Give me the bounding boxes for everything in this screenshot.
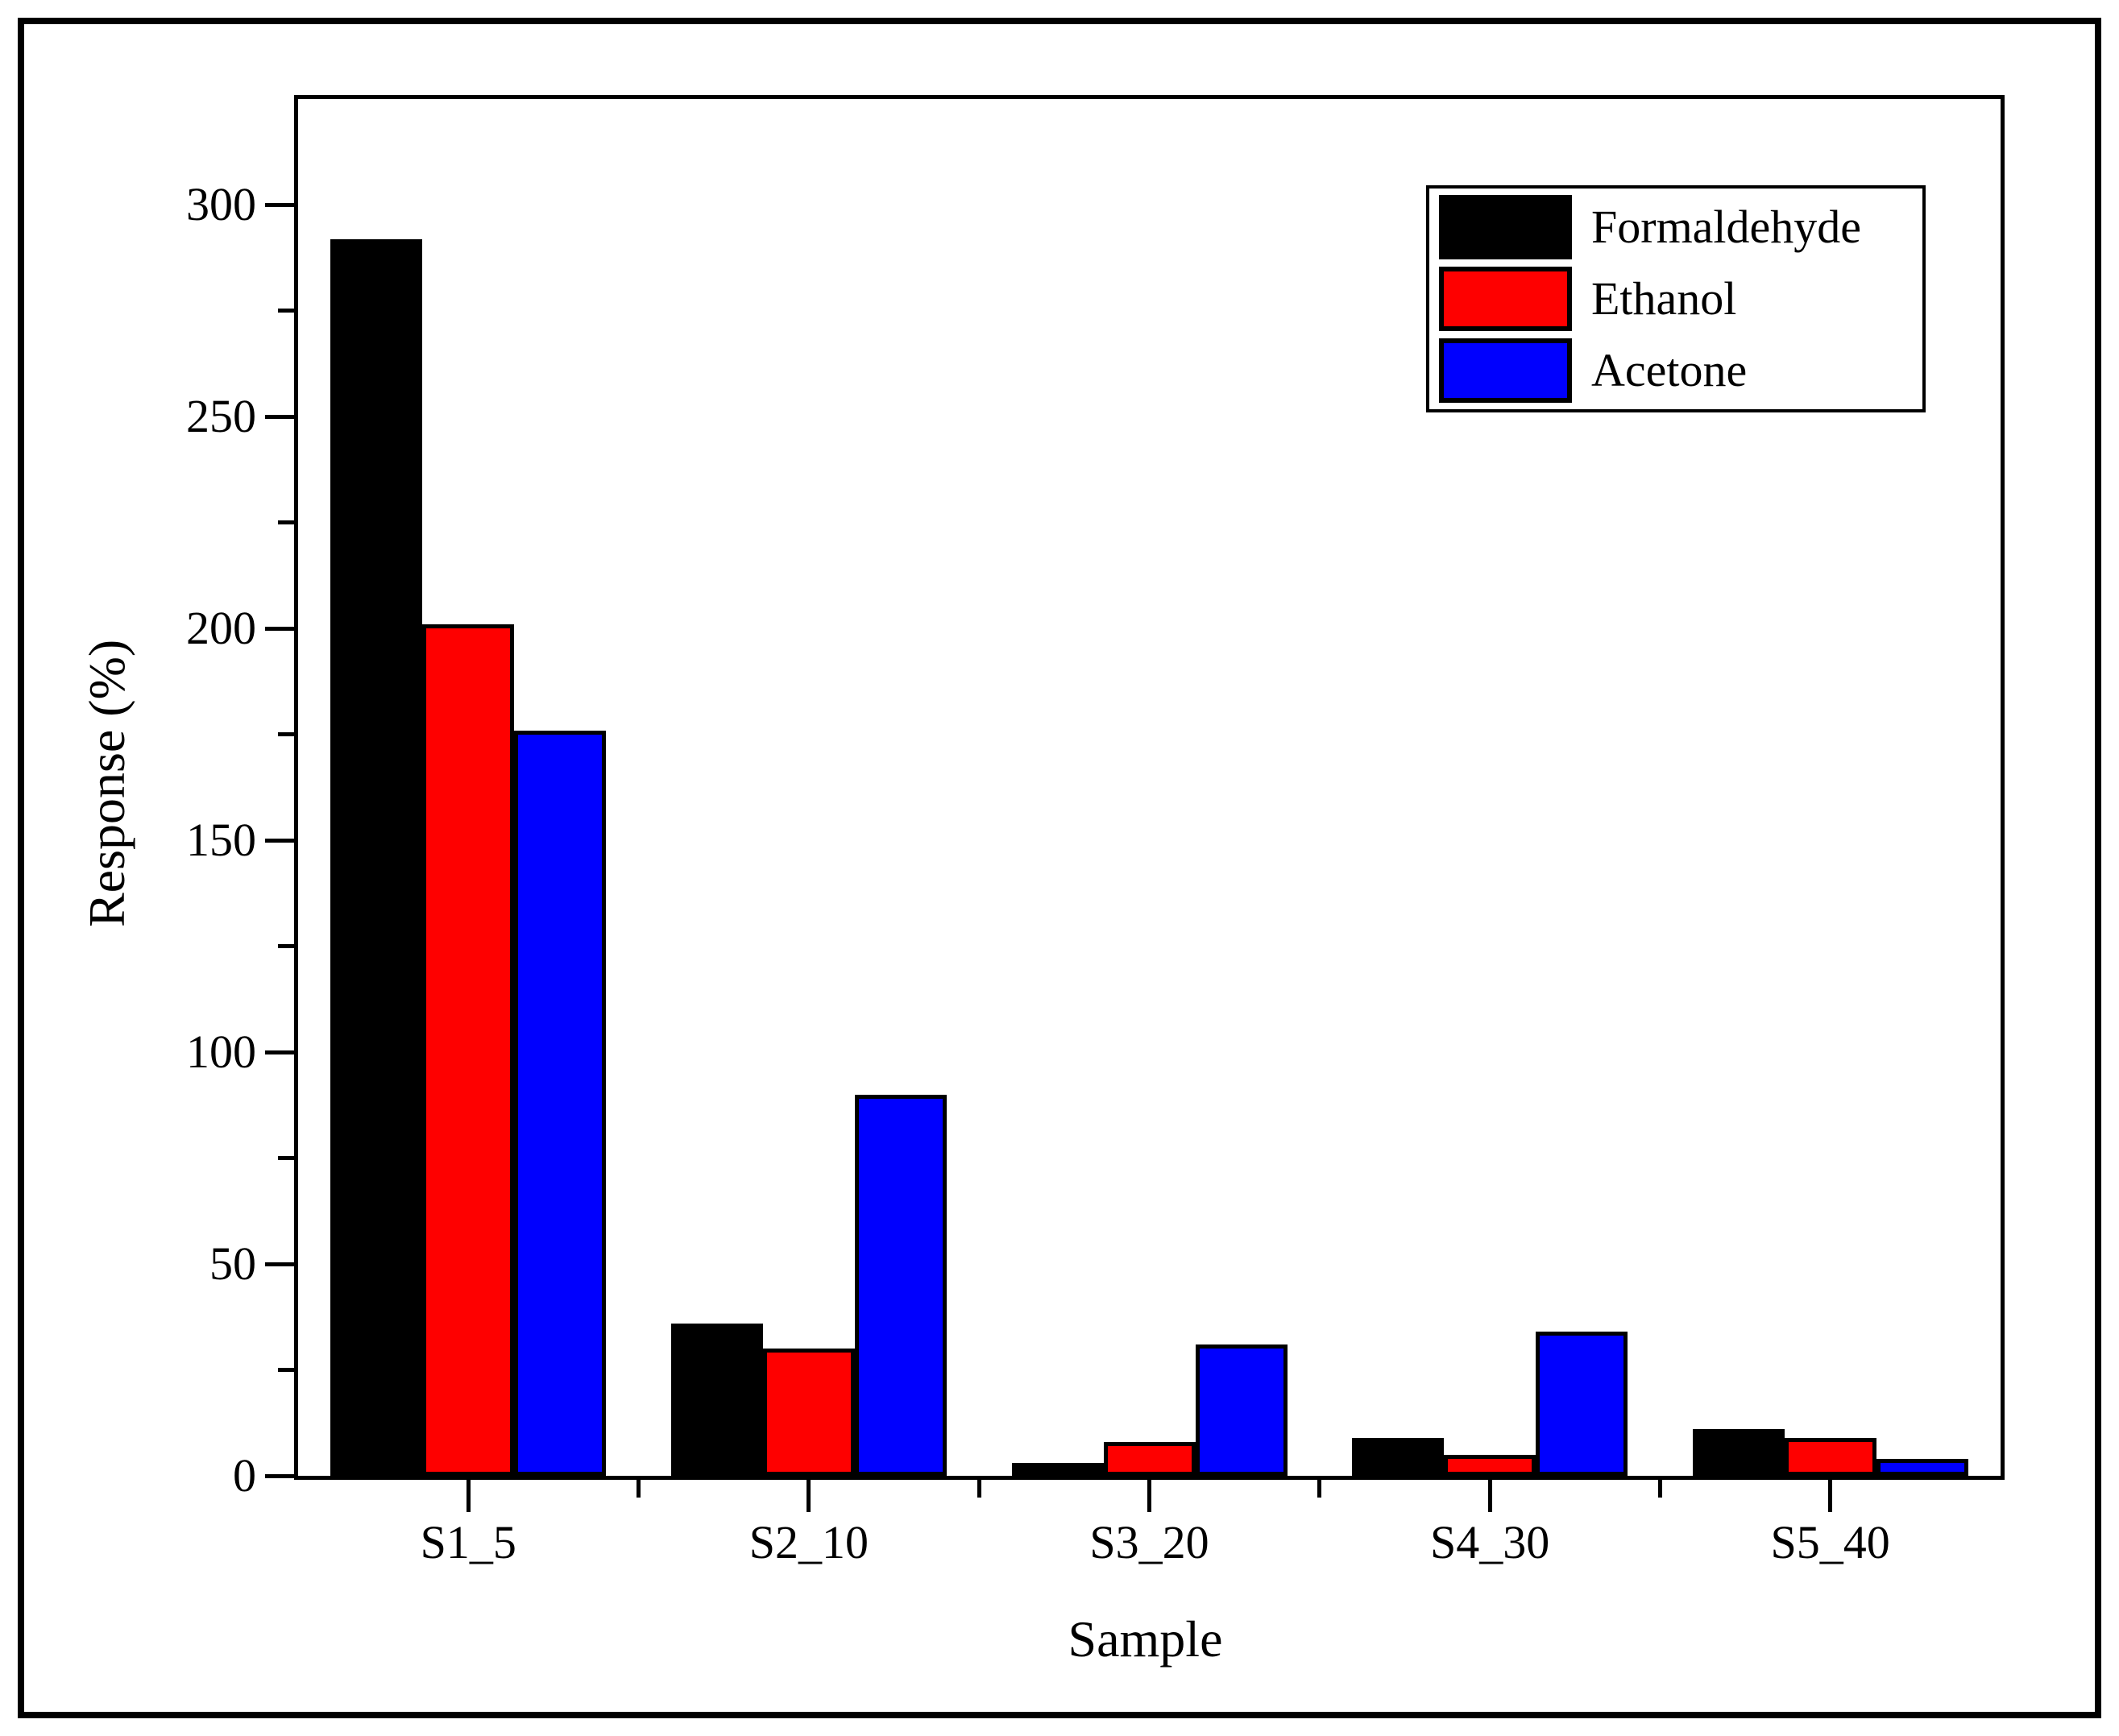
- y-tick-label: 200: [186, 602, 256, 655]
- x-major-tick: [466, 1480, 471, 1512]
- y-major-tick: [265, 626, 294, 631]
- y-major-tick: [265, 838, 294, 843]
- x-tick-label: S5_40: [1770, 1516, 1890, 1568]
- bar-acetone-s2_10: [854, 1095, 947, 1476]
- y-tick-label: 100: [186, 1025, 256, 1079]
- x-minor-tick: [977, 1480, 981, 1498]
- y-major-tick: [265, 414, 294, 419]
- plot-area: [265, 95, 2005, 1512]
- y-tick-label: 50: [209, 1237, 256, 1291]
- y-tick-label: 250: [186, 390, 256, 443]
- y-major-tick: [265, 202, 294, 207]
- x-major-tick: [1147, 1480, 1151, 1512]
- bar-formaldehyde-s5_40: [1692, 1429, 1785, 1476]
- x-tick-label: S4_30: [1429, 1516, 1550, 1568]
- legend-swatch-acetone: [1439, 338, 1572, 403]
- y-major-tick: [265, 1473, 294, 1478]
- x-tick-label: S3_20: [1089, 1516, 1209, 1568]
- legend-row: Formaldehyde: [1439, 193, 1922, 261]
- legend-row: Ethanol: [1439, 265, 1922, 333]
- x-major-tick: [1487, 1480, 1492, 1512]
- bar-ethanol-s1_5: [422, 624, 515, 1476]
- legend-swatch-formaldehyde: [1439, 195, 1572, 259]
- y-major-tick: [265, 1050, 294, 1054]
- legend-label-acetone: Acetone: [1591, 344, 1748, 396]
- bar-formaldehyde-s4_30: [1352, 1438, 1445, 1476]
- bar-ethanol-s3_20: [1103, 1442, 1196, 1476]
- bar-acetone-s4_30: [1536, 1332, 1628, 1476]
- legend-row: Acetone: [1439, 337, 1922, 404]
- bar-ethanol-s2_10: [762, 1349, 855, 1476]
- x-axis-title: Sample: [1068, 1610, 1223, 1668]
- y-minor-tick: [278, 1368, 294, 1373]
- legend-label-formaldehyde: Formaldehyde: [1591, 201, 1862, 253]
- legend-label-ethanol: Ethanol: [1591, 272, 1737, 325]
- y-tick-label: 0: [233, 1449, 256, 1502]
- legend-swatch-ethanol: [1439, 267, 1572, 331]
- y-minor-tick: [278, 309, 294, 313]
- x-tick-label: S2_10: [748, 1516, 869, 1568]
- y-minor-tick: [278, 732, 294, 737]
- bar-formaldehyde-s2_10: [670, 1324, 763, 1476]
- x-minor-tick: [1317, 1480, 1322, 1498]
- x-major-tick: [1828, 1480, 1833, 1512]
- y-tick-label: 300: [186, 178, 256, 231]
- bar-acetone-s5_40: [1876, 1459, 1968, 1476]
- bar-ethanol-s4_30: [1444, 1455, 1536, 1476]
- x-minor-tick: [637, 1480, 641, 1498]
- bar-acetone-s1_5: [514, 731, 607, 1476]
- bar-formaldehyde-s3_20: [1011, 1463, 1104, 1476]
- y-minor-tick: [278, 944, 294, 949]
- y-minor-tick: [278, 1156, 294, 1161]
- outer-frame: [18, 18, 2101, 1718]
- x-major-tick: [807, 1480, 811, 1512]
- y-major-tick: [265, 1262, 294, 1266]
- bar-ethanol-s5_40: [1784, 1438, 1876, 1476]
- y-tick-label: 150: [186, 814, 256, 867]
- y-minor-tick: [278, 520, 294, 525]
- x-minor-tick: [1657, 1480, 1662, 1498]
- x-tick-label: S1_5: [420, 1516, 516, 1568]
- legend: Formaldehyde Ethanol Acetone: [1426, 185, 1926, 412]
- bar-formaldehyde-s1_5: [330, 239, 423, 1476]
- bar-acetone-s3_20: [1195, 1344, 1288, 1476]
